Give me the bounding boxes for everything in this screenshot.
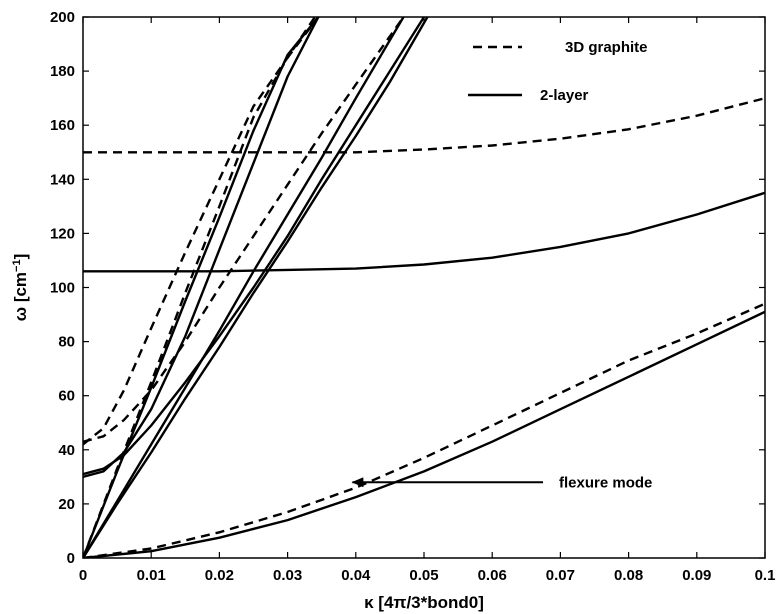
y-axis-label-close: ] bbox=[11, 254, 30, 260]
x-tick-label: 0.02 bbox=[205, 567, 234, 584]
y-axis-label-main: ω [cm bbox=[11, 272, 30, 321]
y-axis-label: ω [cm−1] bbox=[11, 254, 30, 322]
plot-frame bbox=[83, 17, 765, 558]
y-tick-label: 100 bbox=[50, 280, 75, 297]
series-line-6 bbox=[83, 312, 765, 558]
series-line-7 bbox=[83, 193, 765, 271]
series-line-10 bbox=[83, 17, 404, 558]
x-tick-label: 0.03 bbox=[273, 567, 302, 584]
x-tick-label: 0.08 bbox=[614, 567, 643, 584]
y-tick-label: 20 bbox=[58, 496, 75, 513]
x-tick-label: 0.09 bbox=[682, 567, 711, 584]
x-tick-label: 0.05 bbox=[409, 567, 438, 584]
legend: 3D graphite 2-layer bbox=[468, 39, 648, 104]
x-axis-label: κ [4π/3*bond0] bbox=[364, 593, 484, 612]
series-line-4 bbox=[83, 17, 404, 442]
x-tick-label: 0.06 bbox=[478, 567, 507, 584]
y-tick-label: 40 bbox=[58, 442, 75, 459]
series-line-8 bbox=[83, 17, 318, 558]
y-tick-label: 80 bbox=[58, 334, 75, 351]
y-axis-label-sup: −1 bbox=[11, 259, 23, 272]
series-line-12 bbox=[83, 17, 424, 474]
series-line-1 bbox=[83, 304, 765, 558]
x-tick-label: 0.04 bbox=[341, 567, 371, 584]
y-tick-label: 160 bbox=[50, 117, 75, 134]
series-line-9 bbox=[83, 17, 427, 558]
y-tick-label: 180 bbox=[50, 63, 75, 80]
x-tick-label: 0.01 bbox=[137, 567, 166, 584]
y-tick-label: 120 bbox=[50, 225, 75, 242]
annotation-label: flexure mode bbox=[559, 474, 652, 491]
y-tick-label: 60 bbox=[58, 388, 75, 405]
y-tick-label: 200 bbox=[50, 9, 75, 26]
series-line-5 bbox=[83, 17, 315, 444]
legend-label-2: 2-layer bbox=[540, 87, 589, 104]
series-line-3 bbox=[83, 17, 318, 558]
x-tick-label: 0.1 bbox=[755, 567, 776, 584]
ticks: 0 0.01 0.02 0.03 0.04 0.05 0.06 0.07 0.08 0.09 0.1… bbox=[50, 9, 775, 584]
series-layer bbox=[83, 17, 765, 558]
x-tick-label: 0 bbox=[79, 567, 87, 584]
y-tick-label: 0 bbox=[67, 550, 75, 567]
annotation: flexure mode bbox=[352, 474, 652, 491]
legend-label-1: 3D graphite bbox=[565, 39, 648, 56]
x-tick-label: 0.07 bbox=[546, 567, 575, 584]
series-line-2 bbox=[83, 98, 765, 152]
y-tick-label: 140 bbox=[50, 171, 75, 188]
